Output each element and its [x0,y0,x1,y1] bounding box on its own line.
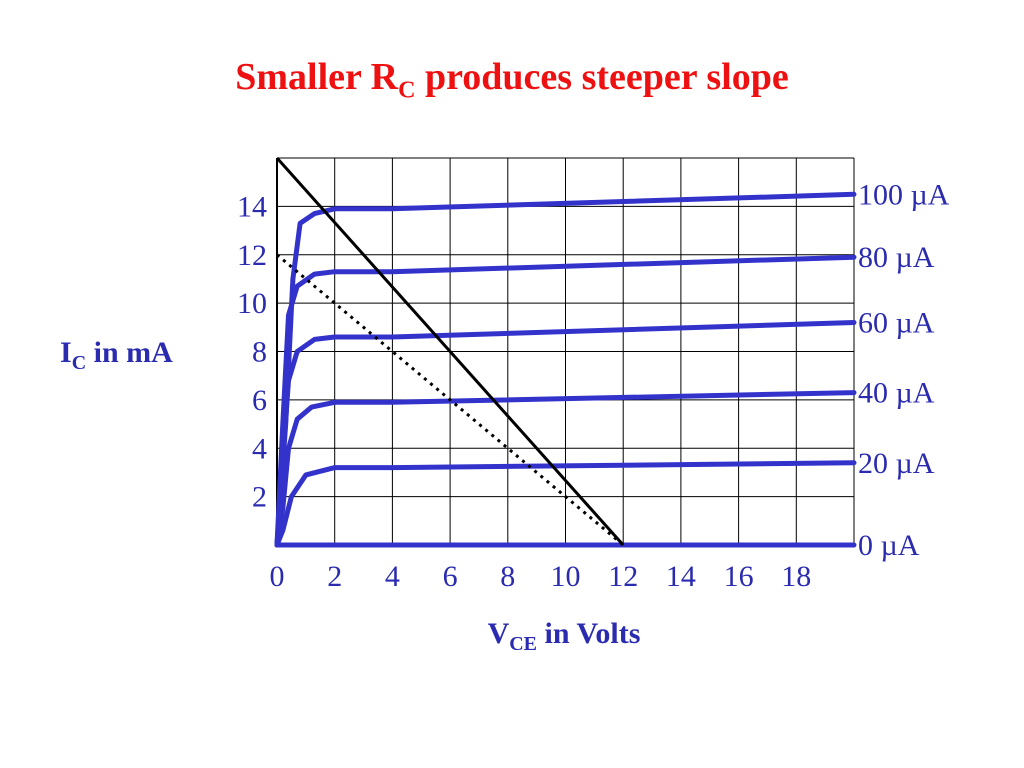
series-label: 60 µA [858,306,935,339]
y-tick-label: 2 [252,481,267,514]
x-tick-label: 4 [385,560,400,593]
x-tick-label: 10 [551,560,581,593]
x-tick-label: 2 [327,560,342,593]
series-curve [274,254,857,548]
y-axis-label: IC in mA [60,336,173,375]
series-label: 100 µA [858,178,950,211]
x-tick-label: 18 [781,560,811,593]
y-label-rest: in mA [86,336,173,369]
x-label-main: V [487,617,510,650]
x-label-rest: in Volts [537,617,641,650]
x-axis-label: VCE in Volts [0,617,1024,656]
x-tick-label: 0 [270,560,285,593]
x-label-subscript: CE [509,633,538,655]
series-label: 20 µA [858,447,935,480]
series-label: 40 µA [858,377,935,410]
y-tick-label: 8 [252,336,267,369]
chart-title: Smaller RC produces steeper slope [0,55,1024,105]
y-label-subscript: C [71,352,87,374]
title-rest: produces steeper slope [415,56,789,98]
title-subscript: C [398,77,416,104]
x-tick-label: 16 [724,560,754,593]
load-line-dotted [276,253,625,547]
y-tick-label: 4 [252,432,267,465]
y-tick-label: 10 [237,287,267,320]
series-curve [274,390,857,548]
series-curve [274,460,857,548]
x-tick-label: 12 [608,560,638,593]
x-tick-label: 14 [666,560,696,593]
y-tick-label: 12 [237,239,267,272]
series-label: 80 µA [858,241,935,274]
y-tick-label: 6 [252,384,267,417]
y-tick-label: 14 [237,190,267,223]
title-main: Smaller R [235,56,399,98]
y-label-main: I [60,336,72,369]
x-tick-label: 6 [443,560,458,593]
load-line-solid [275,156,625,547]
series-curve [274,191,857,548]
x-tick-label: 8 [500,560,515,593]
series-label: 0 µA [858,529,920,562]
